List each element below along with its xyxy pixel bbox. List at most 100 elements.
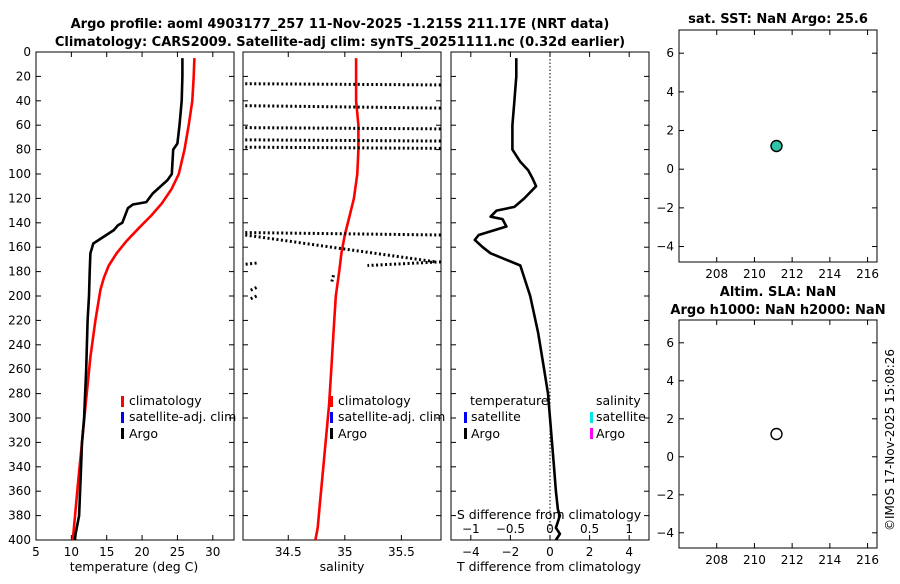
y-tick-label: 4 (666, 374, 674, 388)
x-tick-label: 208 (705, 267, 728, 281)
y-tick-label: 2 (666, 412, 674, 426)
y-tick-label: 100 (8, 167, 31, 181)
sst-panel: 208 210 212 214 216 −4 −2 0 2 4 6 (656, 29, 879, 281)
main-title-line2: Climatology: CARS2009. Satellite-adj cli… (55, 35, 625, 50)
series-argo-segment (245, 145, 442, 150)
legend-label-argo: Argo (338, 426, 367, 441)
x-tick-label: 216 (856, 553, 879, 567)
y-tick-label: 360 (8, 484, 31, 498)
y-tick-label: 140 (8, 216, 31, 230)
x-tick-label: 30 (205, 545, 220, 559)
y-tick-label: 40 (16, 94, 31, 108)
y-tick-label: −2 (656, 201, 674, 215)
x-tick-label: −4 (462, 545, 480, 559)
legend-swatch-climatology (121, 396, 124, 407)
y-tick-label: 4 (666, 85, 674, 99)
s-diff-tick-label: −1 (462, 522, 480, 536)
x-tick-label: 5 (32, 545, 40, 559)
s-diff-tick-label: 0.5 (580, 522, 599, 536)
series-argo-segment (245, 138, 442, 143)
y-tick-label: 400 (8, 533, 31, 547)
x-tick-label: 214 (818, 267, 841, 281)
axes-frame (450, 51, 650, 541)
legend-swatch-satellite (121, 412, 124, 423)
y-tick-label: 240 (8, 338, 31, 352)
x-tick-label: 210 (743, 267, 766, 281)
x-tick-label: 15 (99, 545, 114, 559)
y-tick-label: 260 (8, 362, 31, 376)
y-tick-label: 20 (16, 69, 31, 83)
y-tick-label: 0 (23, 45, 31, 59)
series-argo (73, 58, 184, 541)
main-title-line1: Argo profile: aoml 4903177_257 11-Nov-20… (71, 17, 610, 32)
argo-sst-point (770, 139, 783, 153)
legend-swatch-climatology (330, 396, 333, 407)
series-argo-segment (367, 260, 442, 267)
y-tick-label: 220 (8, 313, 31, 327)
x-tick-label: 10 (64, 545, 79, 559)
legend-label-s-satellite: satellite (596, 409, 646, 424)
y-tick-label: −4 (656, 240, 674, 254)
y-tick-label: 6 (666, 336, 674, 350)
legend-label-t-argo: Argo (471, 426, 500, 441)
series-argo-segment (245, 233, 436, 264)
sla-title-line2: Argo h1000: NaN h2000: NaN (670, 303, 885, 318)
legend-heading-temperature: temperature (470, 393, 549, 408)
legend-swatch-s-satellite (590, 412, 593, 423)
y-tick-label: 2 (666, 124, 674, 138)
difference-legend: temperature salinity satellite Argo sate… (464, 393, 646, 441)
y-tick-label: 0 (666, 450, 674, 464)
series-argo-segment (248, 286, 258, 293)
sst-title: sat. SST: NaN Argo: 25.6 (688, 12, 868, 27)
legend-label-t-satellite: satellite (471, 409, 521, 424)
legend-label-satellite: satellite-adj. clim (338, 409, 445, 424)
sla-title-line1: Altim. SLA: NaN (720, 285, 836, 300)
legend-swatch-t-satellite (464, 412, 467, 423)
sdiff-axis-label: S difference from climatology (457, 507, 642, 522)
x-tick-label: 208 (705, 553, 728, 567)
temperature-axis-label: temperature (deg C) (70, 559, 199, 574)
x-tick-label: 25 (170, 545, 185, 559)
y-tick-label: 380 (8, 509, 31, 523)
legend-swatch-argo (330, 428, 333, 439)
x-tick-label: 35 (337, 545, 352, 559)
salinity-panel: 34.5 35 35.5 (242, 51, 442, 559)
legend-heading-salinity: salinity (596, 393, 641, 408)
y-tick-label: 120 (8, 191, 31, 205)
y-tick-label: 180 (8, 265, 31, 279)
legend-label-argo: Argo (129, 426, 158, 441)
x-tick-label: 216 (856, 267, 879, 281)
legend-label-climatology: climatology (338, 393, 411, 408)
s-diff-tick-label: 1 (625, 522, 633, 536)
axes-frame (242, 51, 442, 541)
y-tick-label: 320 (8, 435, 31, 449)
x-tick-label: 212 (781, 267, 804, 281)
y-tick-label: 200 (8, 289, 31, 303)
y-tick-label: 340 (8, 460, 31, 474)
series-argo-segment (245, 231, 442, 237)
legend-label-climatology: climatology (129, 393, 202, 408)
series-climatology (314, 58, 360, 541)
y-tick-label: 6 (666, 46, 674, 60)
series-argo-segment (329, 274, 335, 285)
y-tick-label: −2 (656, 488, 674, 502)
axes-frame (678, 319, 878, 549)
imos-watermark: ©IMOS 17-Nov-2025 15:08:26 (883, 349, 897, 531)
salinity-legend: climatology satellite-adj. clim Argo (330, 393, 445, 441)
y-tick-label: 160 (8, 240, 31, 254)
legend-swatch-argo (121, 428, 124, 439)
axes-frame (35, 51, 235, 541)
x-tick-label: 4 (625, 545, 633, 559)
x-tick-label: −2 (502, 545, 520, 559)
difference-panel: −4 −2 0 2 4 −1 −0.5 0 0.5 1 (450, 51, 650, 559)
y-tick-label: 280 (8, 387, 31, 401)
temperature-legend: climatology satellite-adj. clim Argo (121, 393, 236, 441)
series-argo-segment (245, 261, 257, 266)
axes-frame (678, 29, 878, 263)
sla-panel: 208 210 212 214 216 −4 −2 0 2 4 6 (656, 319, 879, 567)
legend-swatch-s-argo (590, 428, 593, 439)
y-tick-label: 80 (16, 143, 31, 157)
argo-sla-point (770, 427, 783, 441)
s-diff-tick-label: 0 (546, 522, 554, 536)
